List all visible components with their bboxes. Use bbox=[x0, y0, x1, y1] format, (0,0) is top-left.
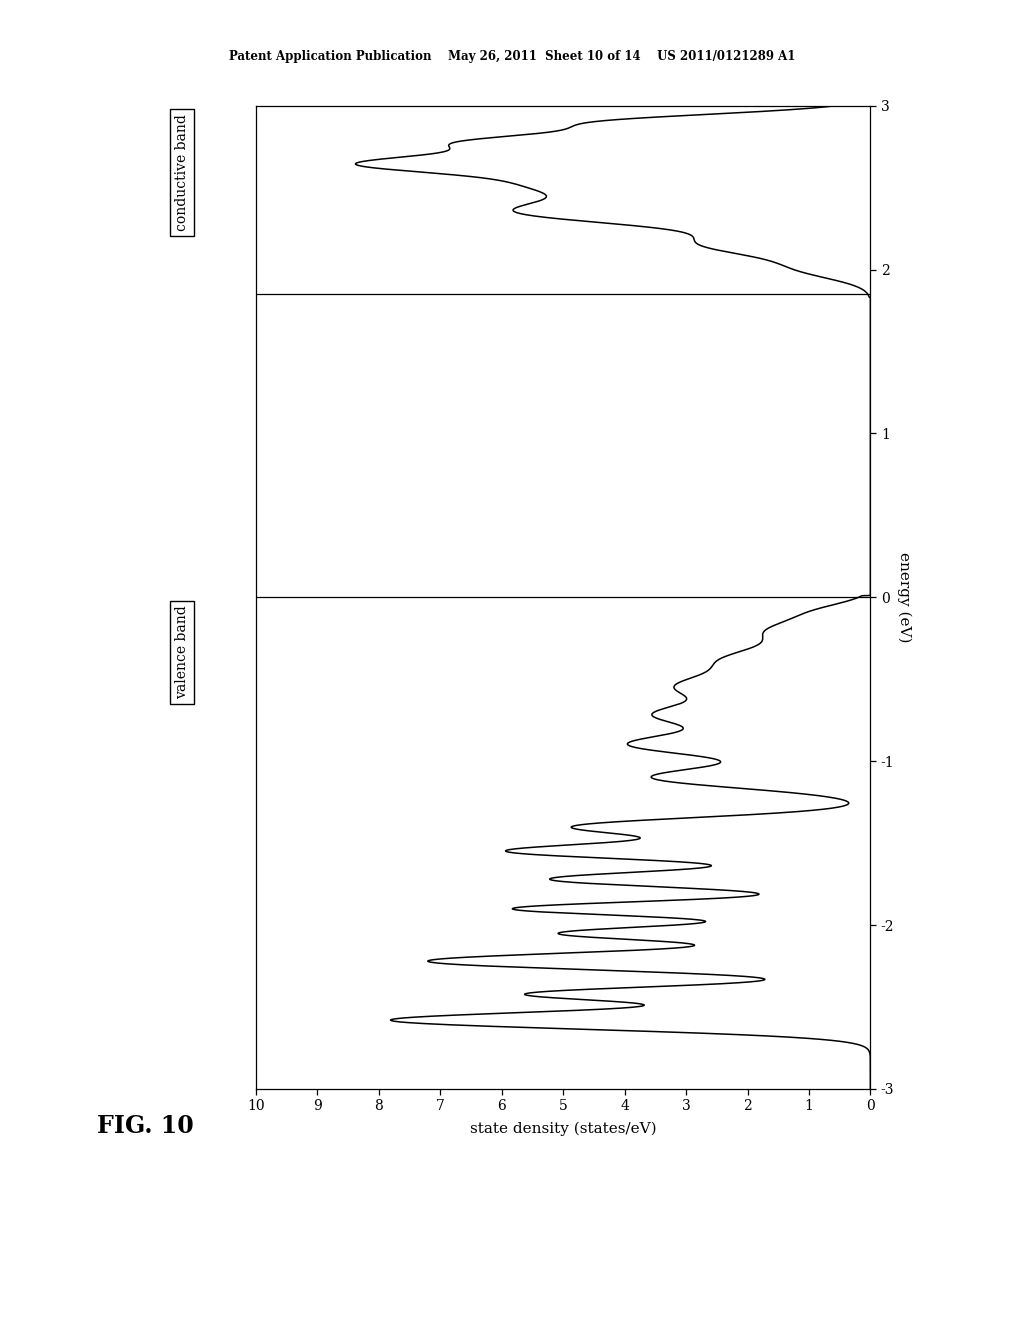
Text: conductive band: conductive band bbox=[175, 114, 189, 231]
Text: Patent Application Publication    May 26, 2011  Sheet 10 of 14    US 2011/012128: Patent Application Publication May 26, 2… bbox=[228, 50, 796, 63]
Y-axis label: energy (eV): energy (eV) bbox=[897, 552, 911, 643]
Text: valence band: valence band bbox=[175, 606, 189, 700]
X-axis label: state density (states/eV): state density (states/eV) bbox=[470, 1122, 656, 1137]
Text: FIG. 10: FIG. 10 bbox=[97, 1114, 194, 1138]
